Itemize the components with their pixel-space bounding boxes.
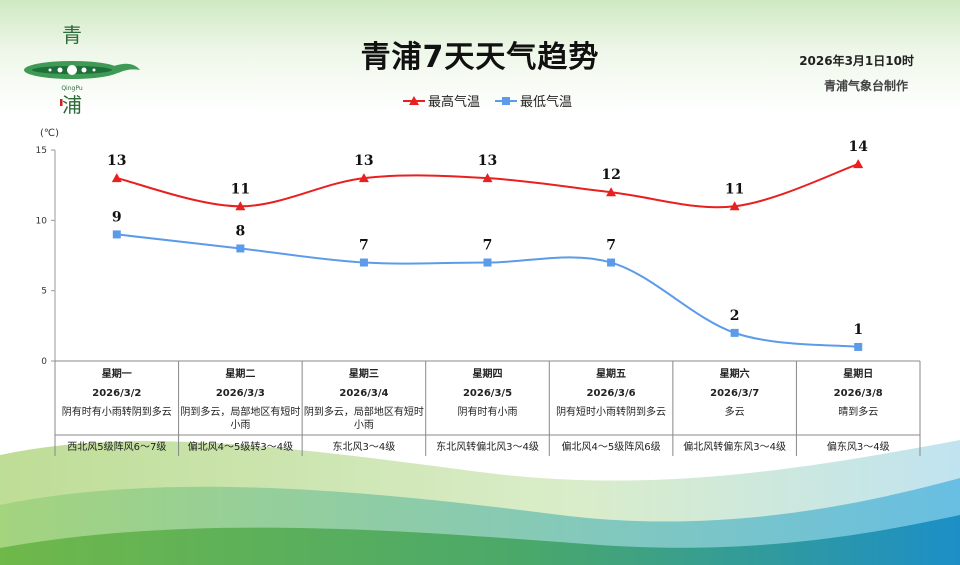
weekday-label: 星期四: [473, 367, 503, 380]
data-label: 9: [112, 209, 122, 225]
date-label: 2026/3/7: [710, 388, 759, 399]
date-label: 2026/3/4: [339, 388, 388, 399]
weekday-label: 星期日: [843, 367, 873, 380]
data-point: [729, 201, 740, 211]
y-axis: (℃) 0 5 10 15: [36, 128, 60, 367]
square-marker-icon: [502, 97, 510, 105]
data-label: 13: [107, 153, 126, 169]
page-title: 青浦7天天气趋势: [360, 40, 600, 75]
series-line: [116, 163, 859, 209]
weather-description: 阴有短时小雨转阴到多云: [556, 405, 666, 418]
wind-description: 东北风转偏北风3～4级: [436, 440, 539, 453]
legend-item: 最高气温: [403, 94, 480, 110]
date-label: 2026/3/2: [92, 388, 141, 399]
weather-description: 阴到多云，局部地区有短时小雨: [304, 405, 424, 431]
chart-legend: 最高气温 最低气温: [403, 94, 572, 110]
date-label: 2026/3/8: [834, 388, 883, 399]
data-label: 11: [231, 181, 250, 197]
date-label: 2026/3/6: [587, 388, 636, 399]
legend-item: 最低气温: [495, 94, 572, 110]
data-point: [853, 159, 864, 169]
data-point: [483, 258, 492, 267]
data-label: 7: [606, 238, 616, 254]
date-label: 2026/3/5: [463, 388, 512, 399]
bottom-wave-decoration: [0, 440, 960, 565]
weekday-label: 星期二: [225, 367, 255, 380]
weekday-label: 星期一: [102, 367, 132, 380]
legend-label: 最低气温: [520, 94, 572, 110]
data-point: [112, 230, 121, 239]
weather-description: 阴有时有小雨转阴到多云: [62, 405, 172, 418]
data-point: [359, 258, 368, 267]
y-tick-label: 15: [36, 146, 47, 156]
qingpu-logo: 青 QingPu 浦: [24, 23, 140, 117]
svg-text:QingPu: QingPu: [61, 85, 83, 92]
weekday-label: 星期三: [349, 367, 379, 380]
data-point: [607, 258, 616, 267]
data-point: [111, 173, 122, 183]
weather-description: 阴有时有小雨: [458, 405, 518, 418]
wind-description: 偏北风4～5级转3～4级: [188, 440, 293, 453]
weekday-label: 星期五: [596, 367, 626, 380]
series-low-temp: 9 8 7 7 7 2 1: [112, 209, 863, 351]
data-point: [236, 244, 245, 253]
data-label: 7: [483, 238, 493, 254]
issue-time: 2026年3月1日10时: [799, 54, 914, 68]
y-tick-label: 10: [36, 216, 48, 226]
data-label: 7: [359, 238, 369, 254]
wind-description: 东北风3～4级: [333, 440, 396, 453]
series-layer: 13 11 13 13 12 11 14 9 8 7 7 7 2 1: [107, 139, 868, 351]
issuer-label: 青浦气象台制作: [823, 79, 908, 93]
legend-label: 最高气温: [428, 94, 480, 110]
data-label: 12: [601, 167, 620, 183]
triangle-marker-icon: [409, 96, 419, 105]
data-label: 13: [354, 153, 373, 169]
weather-description: 阴到多云，局部地区有短时小雨: [180, 405, 300, 431]
data-point: [730, 328, 739, 337]
wind-description: 偏东风3～4级: [827, 440, 890, 453]
series-high-temp: 13 11 13 13 12 11 14: [107, 139, 868, 211]
y-tick-label: 5: [41, 287, 47, 297]
data-point: [606, 187, 617, 197]
data-point: [235, 201, 246, 211]
data-point: [358, 173, 369, 183]
data-label: 2: [730, 308, 740, 324]
wind-description: 西北风5级阵风6～7级: [67, 440, 166, 453]
weather-description: 晴到多云: [838, 405, 878, 418]
wind-description: 偏北风转偏东风3～4级: [683, 440, 786, 453]
svg-text:青: 青: [62, 23, 82, 47]
data-label: 13: [478, 153, 497, 169]
data-label: 11: [725, 181, 744, 197]
data-label: 14: [848, 139, 868, 155]
weather-description: 多云: [725, 405, 745, 418]
data-label: 8: [235, 223, 245, 239]
weekday-label: 星期六: [720, 367, 750, 380]
date-label: 2026/3/3: [216, 388, 265, 399]
svg-text:浦: 浦: [62, 93, 82, 117]
data-label: 1: [853, 322, 863, 338]
data-point: [482, 173, 493, 183]
wind-description: 偏北风4～5级阵风6级: [562, 440, 661, 453]
y-tick-label: 0: [41, 357, 47, 367]
y-unit-label: (℃): [40, 128, 59, 139]
data-point: [854, 342, 863, 351]
